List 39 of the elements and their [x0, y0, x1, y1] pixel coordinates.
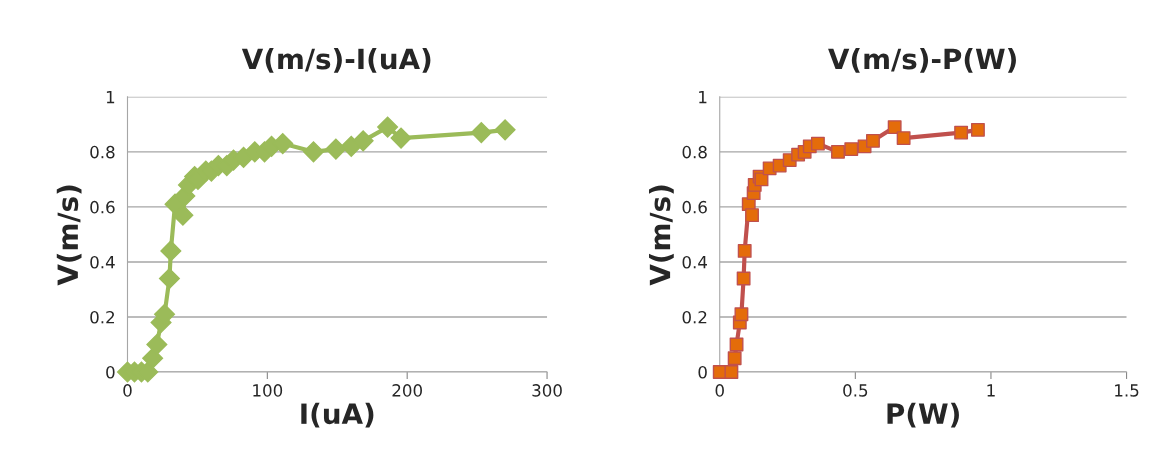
- point: [352, 130, 374, 152]
- x-tick-label: 0: [123, 384, 132, 397]
- y-tick-label: 0.2: [682, 310, 707, 324]
- y-tick-label: 0: [698, 365, 707, 379]
- x-tick-label: 0: [715, 384, 724, 397]
- point: [325, 138, 347, 160]
- y-axis-title: V(m/s): [56, 185, 82, 286]
- point: [494, 119, 516, 141]
- y-tick-label: 0.2: [90, 310, 115, 324]
- point: [160, 240, 182, 262]
- y-tick-label: 0.4: [682, 255, 707, 269]
- x-tick-label: 100: [253, 384, 283, 397]
- y-tick-label: 0: [106, 365, 115, 379]
- x-tick-label: 1.5: [1115, 384, 1139, 397]
- point: [146, 333, 168, 356]
- y-tick-label: 1: [106, 91, 115, 104]
- y-tick-label: 0.8: [682, 145, 707, 159]
- x-axis-title: P(W): [887, 402, 959, 428]
- y-axis-title: V(m/s): [649, 185, 674, 286]
- point: [390, 127, 412, 149]
- point: [377, 116, 399, 138]
- point: [302, 141, 325, 163]
- point: [272, 133, 294, 155]
- x-tick-label: 300: [532, 384, 562, 397]
- x-axis-title: I(uA): [301, 402, 374, 428]
- y-tick-label: 0.4: [90, 255, 115, 269]
- y-tick-label: 0.6: [90, 200, 115, 214]
- x-tick-label: 0.5: [843, 384, 868, 397]
- point: [142, 347, 164, 369]
- y-tick-label: 1: [699, 91, 707, 104]
- chart-title: V(m/s)-P(W): [828, 47, 1016, 73]
- y-tick-label: 0.8: [90, 145, 115, 159]
- point: [470, 122, 492, 144]
- x-tick-label: 1: [987, 384, 995, 397]
- x-tick-label: 200: [392, 384, 422, 397]
- point: [158, 267, 180, 289]
- y-tick-label: 0.6: [682, 200, 707, 214]
- chart-title: V(m/s)-I(uA): [241, 47, 431, 73]
- point: [172, 204, 194, 226]
